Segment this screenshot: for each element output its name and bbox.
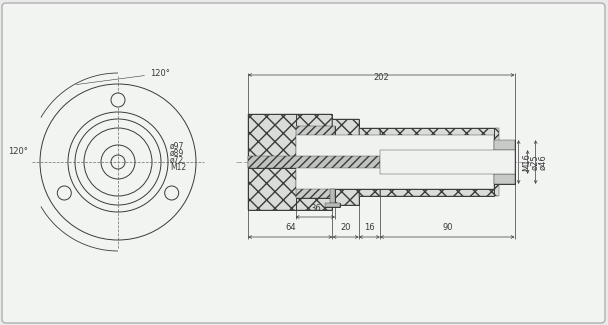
Circle shape (57, 186, 71, 200)
Circle shape (111, 93, 125, 107)
Text: ø97: ø97 (170, 141, 184, 150)
Bar (295, 135, 494, 189)
Bar (295, 126, 335, 198)
Bar (248, 156, 380, 168)
Text: 90: 90 (442, 223, 452, 232)
Circle shape (165, 186, 179, 200)
Text: 120°: 120° (76, 69, 170, 84)
Text: ø46: ø46 (539, 154, 548, 170)
Text: 64: 64 (285, 223, 295, 232)
Text: 36: 36 (310, 204, 320, 213)
Text: M16: M16 (522, 153, 531, 171)
Text: ø89: ø89 (170, 149, 184, 158)
Bar (380, 128, 499, 196)
Text: 16: 16 (364, 223, 375, 232)
Text: ø70: ø70 (342, 158, 351, 172)
Text: 120°: 120° (8, 148, 28, 157)
Text: ø56: ø56 (339, 158, 348, 172)
Text: 20: 20 (340, 223, 351, 232)
Bar (325, 203, 340, 207)
Text: 202: 202 (373, 73, 389, 82)
Bar (380, 150, 514, 174)
Text: M12: M12 (170, 162, 186, 172)
Bar (494, 140, 514, 184)
Bar (330, 189, 335, 203)
Bar (494, 150, 514, 174)
Bar (359, 128, 380, 196)
Text: ø25: ø25 (531, 154, 540, 170)
Text: ø72: ø72 (170, 155, 184, 164)
FancyBboxPatch shape (2, 3, 605, 323)
Bar (333, 119, 359, 205)
Bar (248, 114, 333, 210)
